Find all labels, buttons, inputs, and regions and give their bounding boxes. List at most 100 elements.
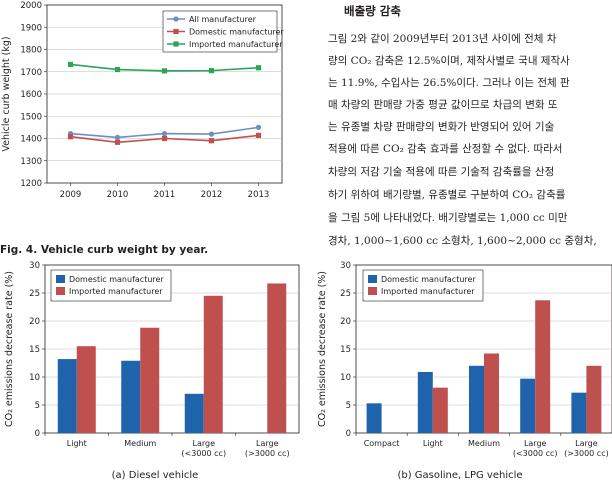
- legend-label: Domestic manufacturer: [189, 28, 284, 37]
- x-tick-label: 2009: [60, 190, 82, 200]
- legend-label: All manufacturer: [189, 15, 257, 24]
- plot-frame: [46, 4, 283, 184]
- y-tick-label: 15: [29, 345, 40, 355]
- data-point: [161, 135, 168, 142]
- body-line: 매 차량의 판매량 가중 평균 값이므로 차급의 변화 또: [328, 99, 558, 111]
- bar: [57, 359, 77, 433]
- bar: [267, 283, 287, 433]
- body-line: 는 11.9%, 수입사는 26.5%이다. 그러나 이는 전체 판: [328, 77, 570, 89]
- bar: [432, 387, 448, 433]
- y-axis-label: Vehicle curb weight (kg): [1, 36, 12, 151]
- series-line: [70, 126, 259, 139]
- y-tick-label: 5: [35, 401, 40, 411]
- bar: [121, 360, 141, 433]
- series-line: [70, 134, 259, 144]
- legend-box: [50, 269, 172, 302]
- x-tick-label: 2013: [248, 190, 270, 200]
- y-tick-label: 20: [340, 317, 351, 327]
- y-tick-label: 1300: [20, 157, 42, 167]
- data-point: [67, 131, 74, 137]
- data-point: [114, 139, 121, 145]
- y-tick-label: 20: [29, 317, 40, 327]
- legend-marker: [173, 16, 179, 22]
- plot-frame: [44, 264, 300, 434]
- data-point: [208, 131, 215, 137]
- body-line: 차량의 저감 기술 적용에 따른 기술적 감축률을 산정: [328, 166, 555, 178]
- data-point: [161, 131, 168, 137]
- data-point: [67, 61, 74, 68]
- data-point: [114, 134, 121, 140]
- legend-marker: [173, 28, 179, 35]
- legend-swatch: [368, 287, 377, 295]
- bar: [203, 295, 223, 433]
- legend-label: Domestic manufacturer: [381, 275, 476, 284]
- y-axis-label: CO₂ emissions decrease rate (%): [317, 271, 328, 427]
- y-tick-label: 1200: [20, 179, 42, 189]
- legend-label: Imported manufacturer: [381, 287, 475, 296]
- x-tick-label: Large: [192, 439, 215, 448]
- y-tick-label: 2000: [20, 1, 42, 11]
- data-point: [208, 138, 215, 144]
- legend-label: Domestic manufacturer: [69, 275, 164, 284]
- x-tick-label: (>3000 cc): [245, 449, 290, 458]
- legend-swatch: [368, 275, 377, 283]
- x-tick-label: 2010: [107, 190, 129, 200]
- body-line: 량의 CO₂ 감축은 12.5%이며, 제작사별로 국내 제작사: [328, 55, 570, 67]
- y-tick-label: 25: [29, 289, 40, 299]
- x-tick-label: Large: [256, 439, 279, 448]
- y-tick-label: 1700: [20, 68, 42, 78]
- series-line: [70, 63, 259, 72]
- x-tick-label: 2012: [201, 190, 223, 200]
- y-tick-label: 1800: [20, 46, 42, 56]
- bar: [469, 365, 484, 433]
- y-tick-label: 10: [340, 373, 351, 383]
- x-tick-label: Medium: [468, 439, 500, 448]
- data-point: [67, 134, 74, 140]
- bar: [586, 365, 602, 433]
- y-tick-label: 1400: [20, 135, 42, 145]
- data-point: [255, 124, 262, 130]
- x-tick-label: Compact: [364, 439, 400, 448]
- figure-4-caption: Fig. 4. Vehicle curb weight by year.: [0, 244, 209, 256]
- x-tick-label: Medium: [124, 439, 156, 448]
- legend-marker: [173, 41, 179, 47]
- legend-box: [362, 269, 484, 302]
- bar: [484, 353, 499, 433]
- x-tick-label: Large: [575, 439, 598, 448]
- data-point: [114, 66, 121, 73]
- data-point: [208, 68, 215, 74]
- bar: [571, 392, 587, 433]
- body-line: 는 유종별 차량 판매량의 변화가 반영되어 있어 기술: [328, 121, 555, 133]
- body-line: 그림 2와 같이 2009년부터 2013년 사이에 전체 차: [328, 33, 557, 45]
- legend-box: [162, 10, 278, 53]
- x-tick-label: Large: [524, 439, 547, 448]
- bar: [417, 371, 433, 433]
- x-tick-label: (<3000 cc): [513, 449, 558, 458]
- body-line: 하기 위하여 배기량별, 유종별로 구분하여 CO₂ 감축률: [328, 189, 566, 201]
- y-tick-label: 10: [29, 373, 40, 383]
- y-tick-label: 25: [340, 289, 351, 299]
- y-tick-label: 1900: [20, 23, 42, 33]
- legend-swatch: [56, 287, 65, 295]
- x-tick-label: Light: [423, 439, 443, 448]
- y-tick-label: 0: [346, 429, 351, 439]
- y-tick-label: 0: [35, 429, 40, 439]
- y-tick-label: 30: [29, 261, 40, 271]
- figure-5b-caption: (b) Gasoline, LPG vehicle: [397, 470, 523, 481]
- body-line: 을 그림 5에 나타내었다. 배기량별로는 1,000 cc 미만: [328, 212, 568, 224]
- x-tick-label: 2011: [154, 190, 176, 200]
- bar: [184, 393, 204, 433]
- bar: [535, 300, 551, 433]
- y-axis-label: CO₂ emissions decrease rate (%): [4, 271, 15, 427]
- legend-swatch: [56, 275, 65, 283]
- body-line: 경차, 1,000~1,600 cc 소형차, 1,600~2,000 cc 중…: [328, 235, 597, 247]
- legend-label: Imported manufacturer: [189, 40, 283, 49]
- y-tick-label: 30: [340, 261, 351, 271]
- bar: [520, 378, 536, 433]
- y-tick-label: 5: [346, 401, 351, 411]
- y-tick-label: 15: [340, 345, 351, 355]
- bar: [366, 403, 382, 433]
- data-point: [255, 65, 262, 71]
- plot-frame: [355, 264, 612, 434]
- y-tick-label: 1500: [20, 112, 42, 122]
